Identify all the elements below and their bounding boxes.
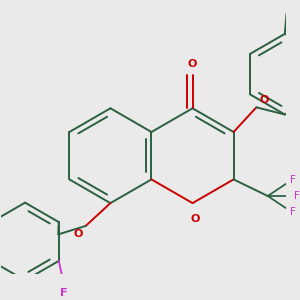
Text: F: F bbox=[294, 191, 300, 201]
Text: O: O bbox=[188, 59, 197, 69]
Text: O: O bbox=[259, 94, 268, 104]
Text: O: O bbox=[74, 229, 83, 239]
Text: F: F bbox=[290, 207, 296, 217]
Text: O: O bbox=[190, 214, 200, 224]
Text: F: F bbox=[290, 176, 296, 185]
Text: F: F bbox=[60, 288, 67, 298]
